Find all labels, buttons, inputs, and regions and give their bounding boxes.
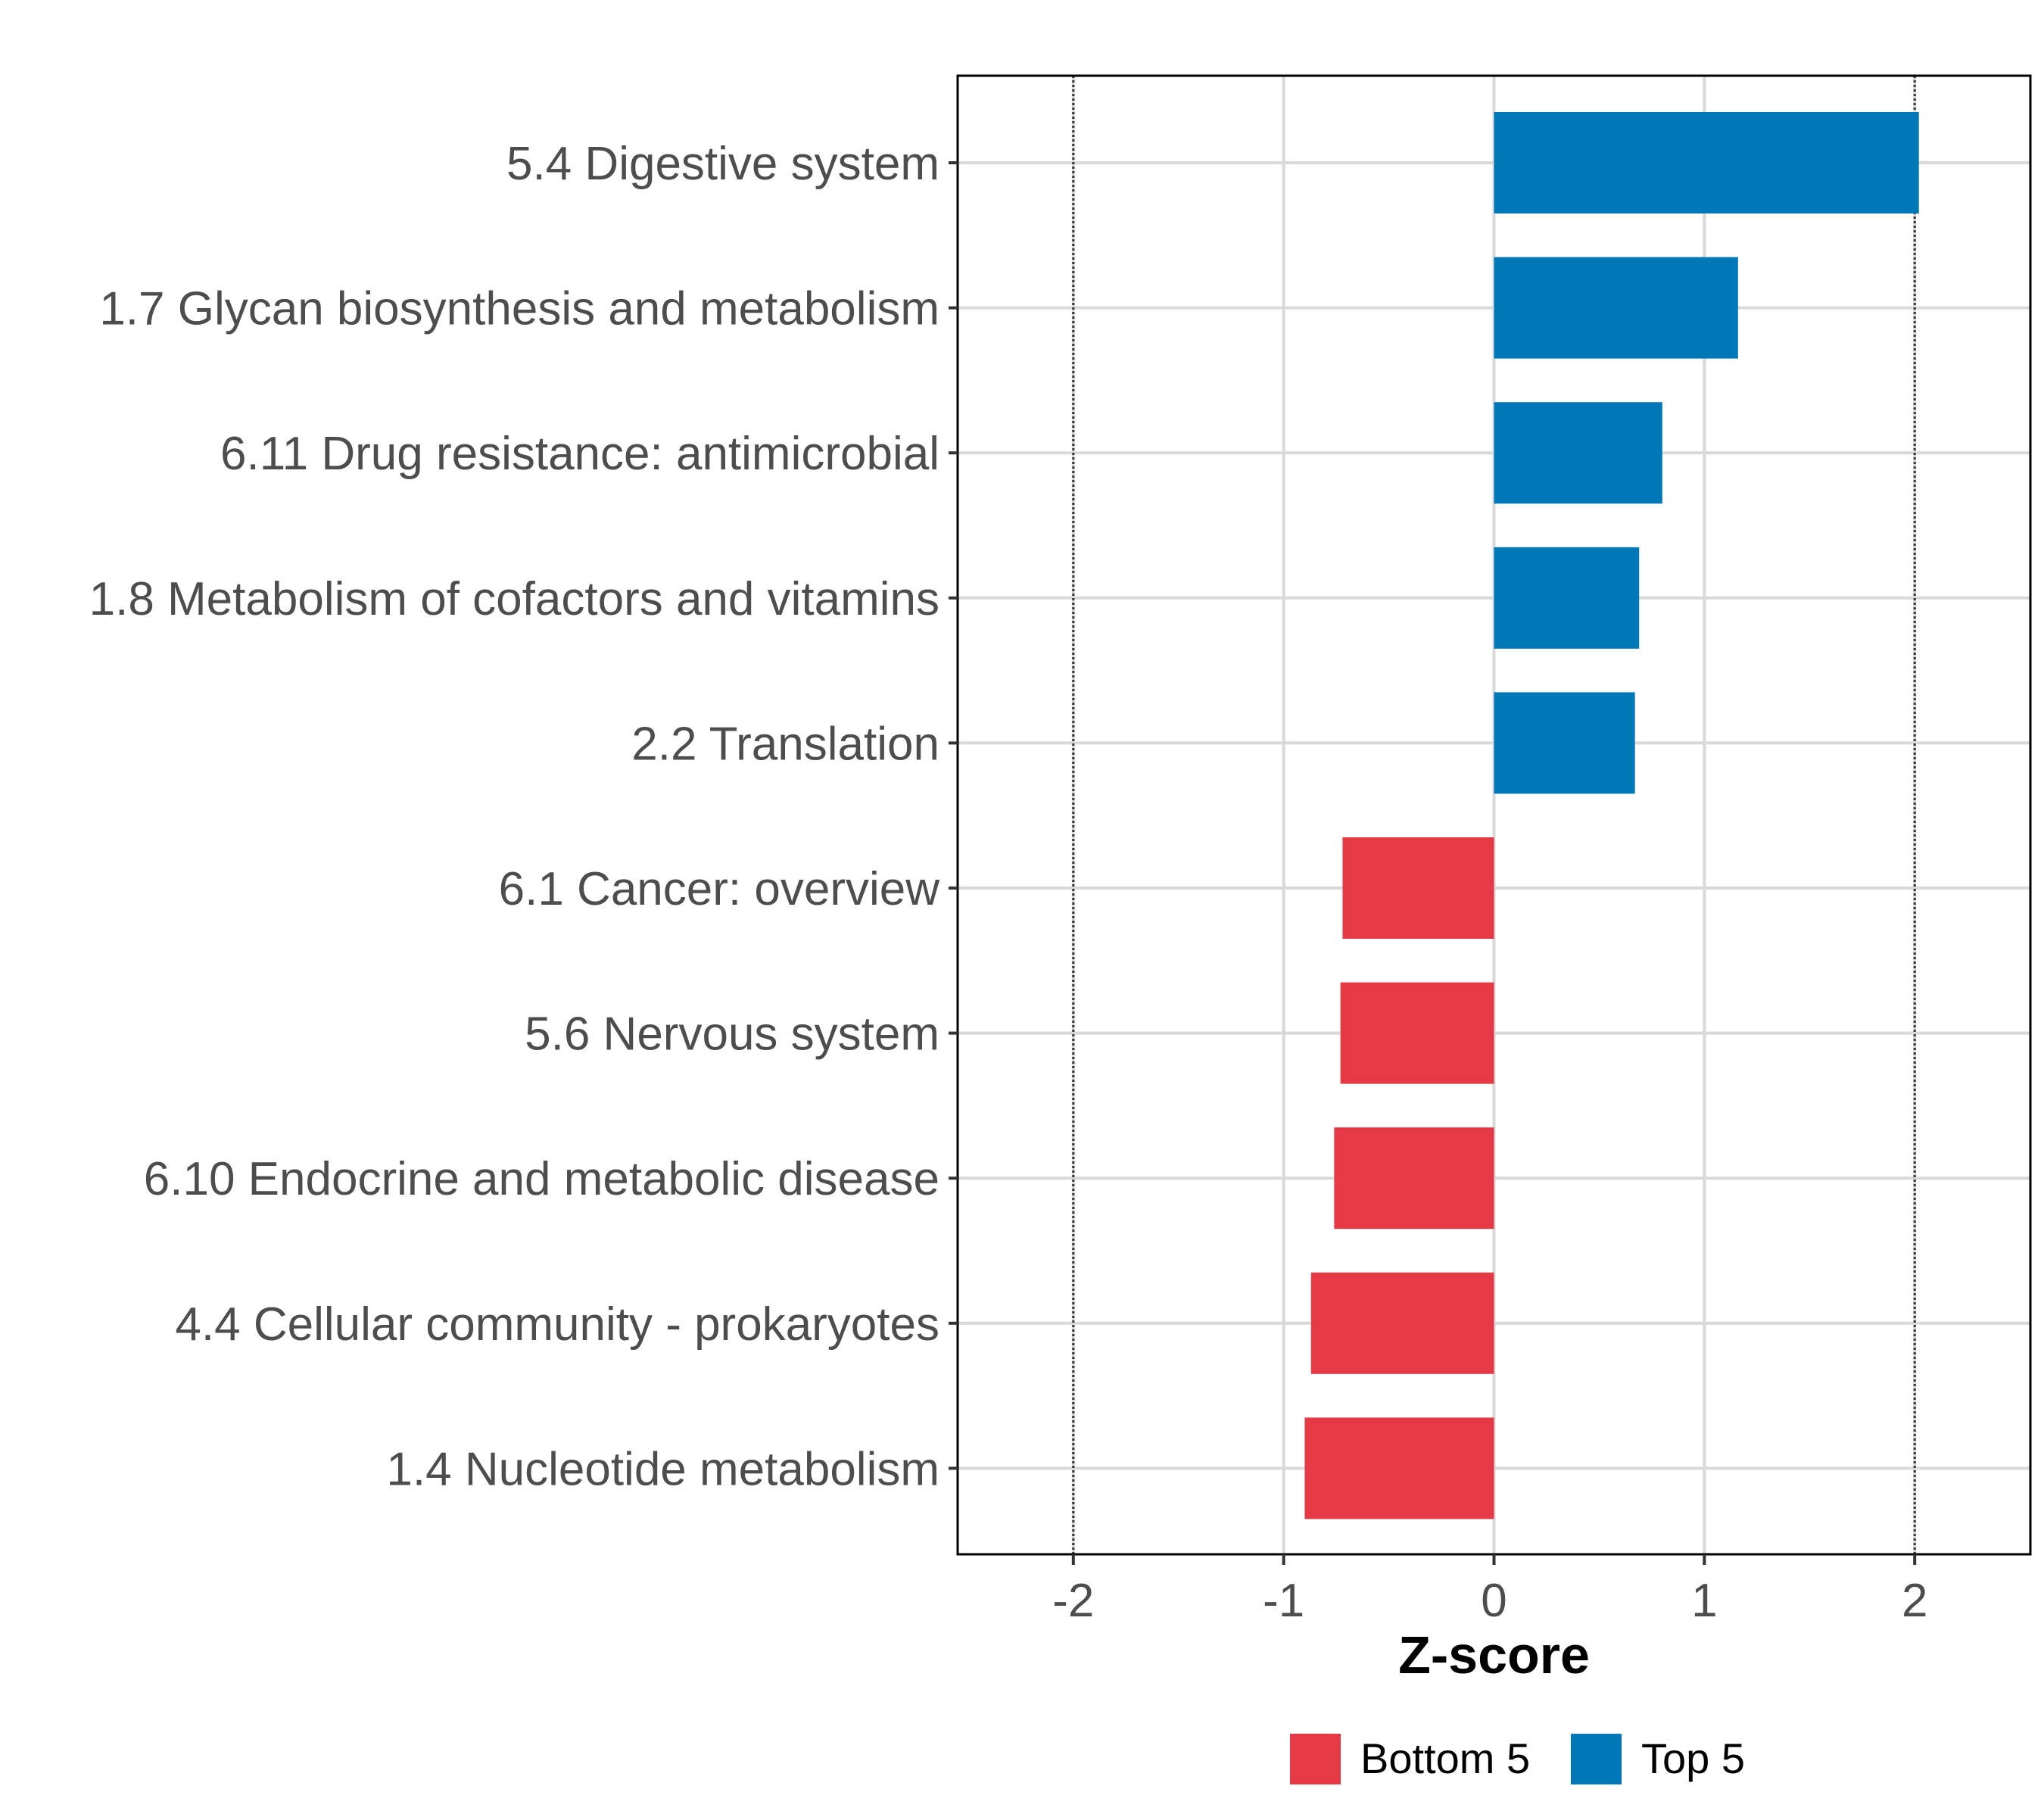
- category-label: 1.7 Glycan biosynthesis and metabolism: [99, 283, 939, 335]
- bar: [1310, 1272, 1494, 1374]
- bar: [1340, 982, 1494, 1084]
- legend-label: Bottom 5: [1360, 1734, 1530, 1782]
- reference-lines: [1072, 76, 1916, 1554]
- bar: [1342, 837, 1494, 939]
- category-label: 1.4 Nucleotide metabolism: [386, 1443, 939, 1495]
- category-label: 1.8 Metabolism of cofactors and vitamins: [89, 573, 939, 625]
- x-tick-label: 1: [1691, 1575, 1717, 1627]
- x-axis: -2 -1 0 1 2: [1052, 1554, 1927, 1627]
- bar: [1494, 112, 1919, 213]
- legend: Bottom 5 Top 5: [1290, 1734, 1745, 1784]
- category-label: 2.2 Translation: [631, 718, 939, 770]
- y-axis: 5.4 Digestive system 1.7 Glycan biosynthe…: [89, 138, 958, 1495]
- legend-key: [1571, 1734, 1622, 1784]
- category-label: 4.4 Cellular community - prokaryotes: [175, 1298, 939, 1351]
- bar: [1304, 1417, 1494, 1519]
- bar: [1494, 547, 1640, 649]
- category-label: 5.4 Digestive system: [506, 138, 939, 190]
- x-tick-label: -1: [1263, 1575, 1304, 1627]
- bar: [1334, 1127, 1494, 1230]
- bars: [1304, 112, 1919, 1519]
- bar: [1494, 402, 1662, 504]
- category-label: 6.10 Endocrine and metabolic disease: [144, 1153, 939, 1205]
- x-tick-label: 2: [1902, 1575, 1927, 1627]
- category-label: 6.1 Cancer: overview: [499, 863, 940, 915]
- category-label: 5.6 Nervous system: [525, 1008, 939, 1061]
- legend-key: [1290, 1734, 1341, 1784]
- category-label: 6.11 Drug resistance: antimicrobial: [220, 428, 939, 480]
- bar: [1494, 257, 1738, 359]
- x-tick-label: 0: [1481, 1575, 1507, 1627]
- x-tick-label: -2: [1052, 1575, 1094, 1627]
- bar: [1494, 692, 1635, 794]
- legend-label: Top 5: [1641, 1734, 1745, 1782]
- x-axis-title: Z-score: [1398, 1625, 1590, 1685]
